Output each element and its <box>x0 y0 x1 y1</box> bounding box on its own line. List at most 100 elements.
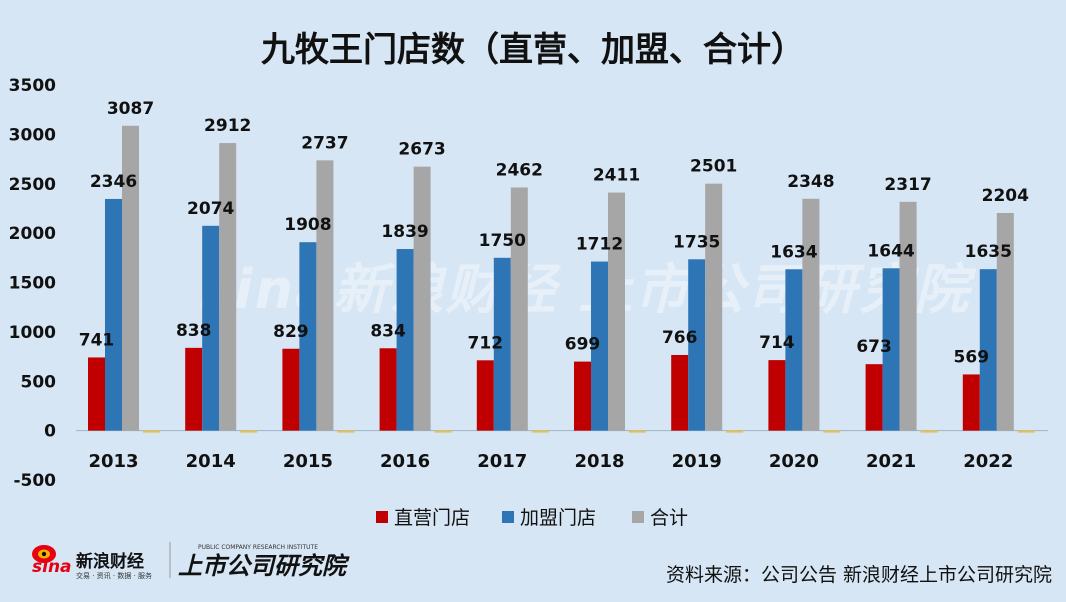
sina-tagline: 交易 · 资讯 · 数据 · 服务 <box>76 571 152 580</box>
bar-2018-s1 <box>591 261 608 431</box>
bar-2015-s2 <box>316 160 334 431</box>
bar-2017-s0 <box>476 360 494 431</box>
zero-marker-2014 <box>240 430 258 433</box>
x-tick-label: 2018 <box>574 451 624 472</box>
bar-2022-s0 <box>962 374 980 431</box>
bar-2013-s0 <box>88 357 105 431</box>
data-label-2016-s2: 2673 <box>398 140 445 160</box>
data-label-2020-s1: 1634 <box>770 242 817 262</box>
zero-marker-2019 <box>726 430 744 433</box>
data-label-2013-s2: 3087 <box>107 99 154 119</box>
data-label-2014-s0: 838 <box>176 321 212 341</box>
bar-2016-s2 <box>413 166 431 431</box>
x-tick-label: 2015 <box>283 451 333 472</box>
sina-logo-text: sina <box>32 557 72 577</box>
source-note: 资料来源：公司公告 新浪财经上市公司研究院 <box>665 564 1052 586</box>
zero-marker-2022 <box>1017 430 1035 433</box>
data-label-2018-s2: 2411 <box>593 166 640 186</box>
legend-swatch-s1 <box>502 511 514 523</box>
research-logo-text: 上市公司研究院 <box>178 552 350 580</box>
y-tick-label: 0 <box>44 422 56 442</box>
data-label-2013-s0: 741 <box>79 330 115 350</box>
data-label-2017-s2: 2462 <box>496 161 543 181</box>
research-en-text: PUBLIC COMPANY RESEARCH INSTITUTE <box>198 544 318 551</box>
bar-2013-s1 <box>105 198 122 431</box>
data-label-2022-s1: 1635 <box>965 242 1012 262</box>
data-label-2020-s2: 2348 <box>787 172 834 192</box>
zero-marker-2018 <box>629 430 646 433</box>
bar-2019-s2 <box>705 183 723 431</box>
legend-label-s2: 合计 <box>650 507 688 529</box>
sina-cn-text: 新浪财经 <box>76 551 144 572</box>
bar-2022-s1 <box>979 269 997 431</box>
y-tick-label: 500 <box>21 372 57 392</box>
y-tick-label: 2000 <box>9 224 56 244</box>
chart-title: 九牧王门店数（直营、加盟、合计） <box>261 30 805 70</box>
zero-marker-2016 <box>434 430 452 433</box>
x-tick-label: 2021 <box>866 451 916 472</box>
data-label-2021-s1: 1644 <box>867 241 914 261</box>
bar-2017-s1 <box>493 257 511 431</box>
x-axis: 2013 2014 2015 2016 2017 2018 2019 2020 2021 2022 <box>88 451 1013 472</box>
data-label-2013-s1: 2346 <box>90 172 137 192</box>
bar-2016-s1 <box>396 249 414 431</box>
data-label-2018-s1: 1712 <box>576 235 623 255</box>
data-label-2021-s0: 673 <box>856 337 892 357</box>
zero-marker-2020 <box>823 430 841 433</box>
data-label-2017-s0: 712 <box>468 333 504 353</box>
bar-2018-s0 <box>574 361 591 431</box>
x-tick-label: 2014 <box>186 451 236 472</box>
y-tick-label: 2500 <box>9 175 56 195</box>
bar-2014-s1 <box>202 225 220 431</box>
y-tick-label: 3500 <box>9 76 56 96</box>
zero-marker-2017 <box>531 430 549 433</box>
bar-chart: 3500 3000 2500 2000 1500 1000 500 0 -500 741 2346… <box>9 76 1048 529</box>
bar-2021-s1 <box>882 268 900 431</box>
bar-2020-s2 <box>802 198 820 431</box>
footer-logo: sina 新浪财经 交易 · 资讯 · 数据 · 服务 PUBLIC COMPA… <box>32 542 350 580</box>
x-tick-label: 2017 <box>477 451 527 472</box>
data-label-2019-s2: 2501 <box>690 157 737 177</box>
data-label-2022-s0: 569 <box>954 347 990 367</box>
data-label-2016-s1: 1839 <box>381 222 428 242</box>
data-labels: 741 2346 3087 838 2074 2912 829 1908 2737 834 1839… <box>79 99 1029 368</box>
bars <box>88 125 1035 433</box>
bar-2016-s0 <box>379 348 397 431</box>
bar-2015-s1 <box>299 242 317 431</box>
x-tick-label: 2016 <box>380 451 430 472</box>
x-tick-label: 2022 <box>963 451 1013 472</box>
data-label-2014-s2: 2912 <box>204 116 251 136</box>
x-tick-label: 2020 <box>769 451 819 472</box>
data-label-2019-s0: 766 <box>662 328 698 348</box>
zero-marker-2021 <box>920 430 938 433</box>
bar-2018-s2 <box>608 192 625 431</box>
data-label-2021-s2: 2317 <box>884 175 931 195</box>
data-label-2018-s0: 699 <box>565 335 601 355</box>
bar-2021-s0 <box>865 364 883 431</box>
y-tick-label: 1000 <box>9 323 56 343</box>
bar-2014-s2 <box>219 143 237 431</box>
zero-marker-2013 <box>143 430 160 433</box>
legend: 直营门店 加盟门店 合计 <box>376 507 688 529</box>
bar-2013-s2 <box>122 125 139 431</box>
legend-label-s1: 加盟门店 <box>520 507 596 529</box>
y-tick-label: 1500 <box>9 274 56 294</box>
data-label-2016-s0: 834 <box>370 321 406 341</box>
legend-swatch-s2 <box>632 511 644 523</box>
bar-2020-s1 <box>785 269 803 431</box>
legend-swatch-s0 <box>376 511 388 523</box>
bar-2017-s2 <box>510 187 528 431</box>
data-label-2017-s1: 1750 <box>479 231 526 251</box>
data-label-2022-s2: 2204 <box>982 186 1029 206</box>
data-label-2015-s2: 2737 <box>301 133 348 153</box>
bar-2019-s0 <box>671 354 689 431</box>
zero-marker-2015 <box>337 430 355 433</box>
bar-2019-s1 <box>688 259 706 431</box>
bar-2015-s0 <box>282 348 300 431</box>
legend-label-s0: 直营门店 <box>394 507 470 529</box>
data-label-2015-s1: 1908 <box>284 215 331 235</box>
data-label-2020-s0: 714 <box>759 333 795 353</box>
bar-2021-s2 <box>899 201 917 431</box>
bar-2022-s2 <box>996 212 1014 431</box>
data-label-2015-s0: 829 <box>273 322 309 342</box>
